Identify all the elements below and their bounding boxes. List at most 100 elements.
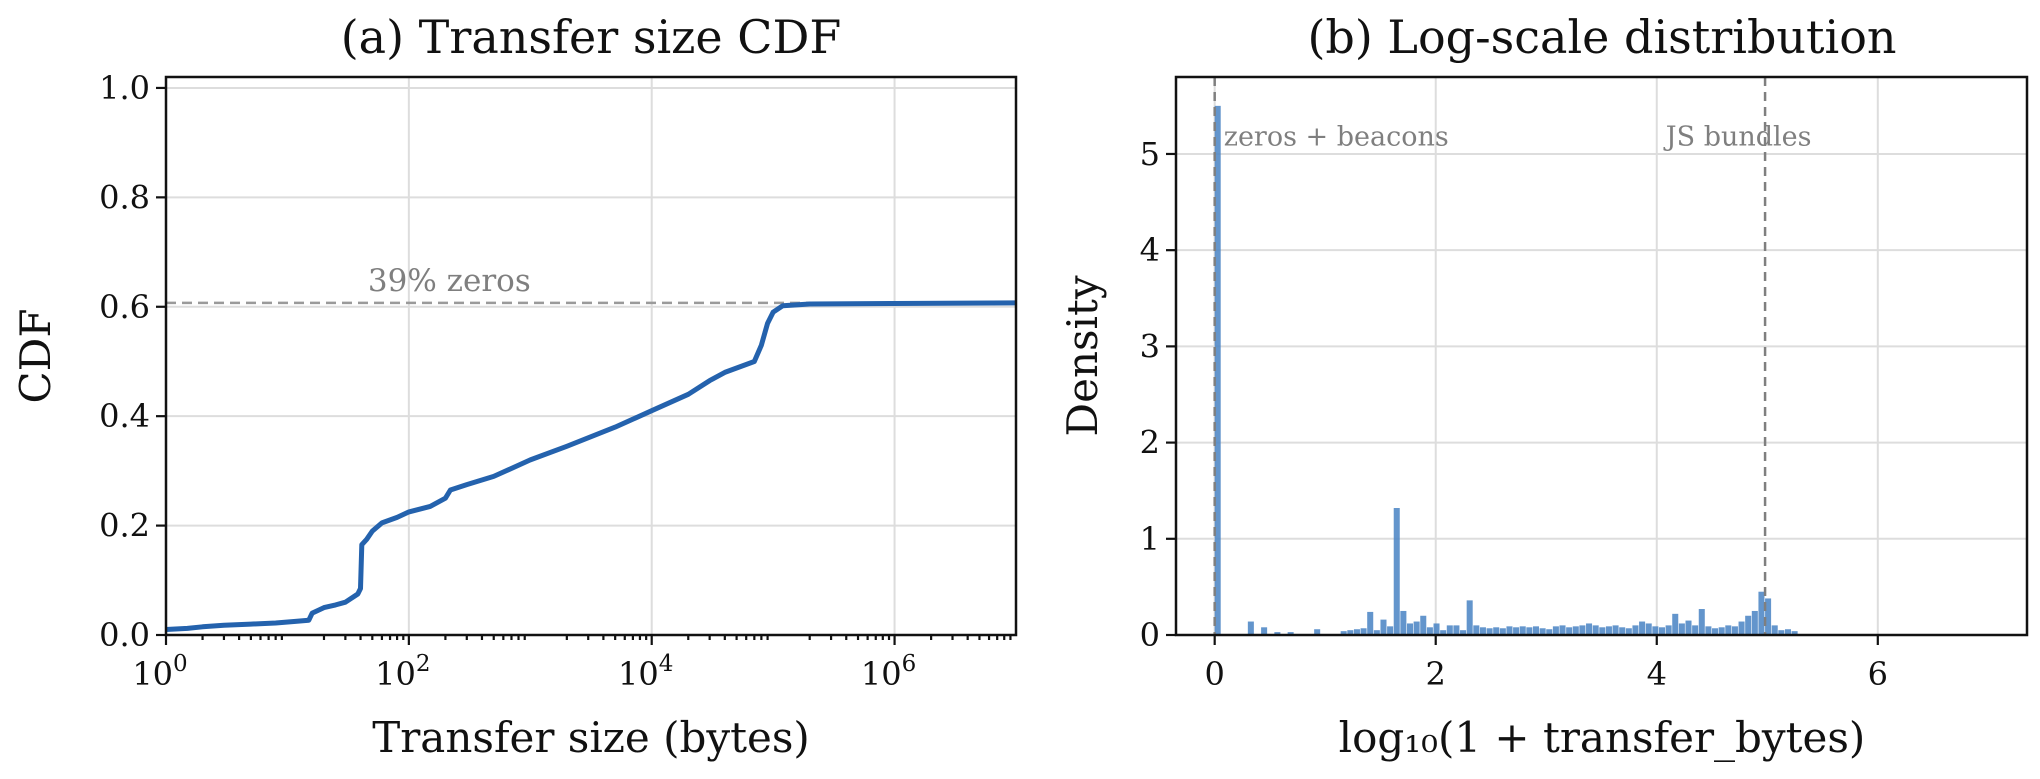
histogram-bar	[1784, 629, 1791, 635]
histogram-y-tick-label: 0	[1140, 616, 1160, 654]
histogram-marks: zeros + beacons JS bundles	[1213, 77, 1812, 636]
histogram-ticks: 0 1 2 3 4 5 0 2 4 6	[1140, 135, 1888, 693]
histogram-bar	[1658, 627, 1666, 635]
cdf-y-tick-label: 0.6	[99, 288, 150, 326]
histogram-bar	[1440, 630, 1447, 635]
histogram-bar	[1712, 628, 1719, 635]
histogram-bar	[1274, 632, 1281, 635]
cdf-marks: 39% zeros	[165, 263, 1017, 632]
cdf-x-tick-label: 106	[861, 651, 916, 693]
histogram-bar	[1526, 627, 1533, 635]
histogram-bar	[1718, 627, 1725, 635]
histogram-plot-frame	[1174, 75, 2029, 637]
histogram-bar	[1426, 627, 1433, 635]
histogram-bar	[1493, 627, 1500, 635]
histogram-bar	[1572, 626, 1579, 635]
histogram-bar	[1771, 625, 1778, 635]
histogram-bar	[1579, 625, 1586, 635]
histogram-y-tick-label: 4	[1140, 231, 1160, 269]
zeros-annotation: 39% zeros	[368, 263, 531, 299]
js-bundles-annotation: JS bundles	[1663, 122, 1812, 153]
cdf-y-tick-label: 0.8	[99, 178, 150, 216]
histogram-x-tick-label: 4	[1647, 655, 1667, 693]
histogram-bar	[1261, 627, 1268, 635]
cdf-ticks: 0.0 0.2 0.4 0.6 0.8 1.0 100 102 104 106	[99, 69, 1012, 693]
histogram-y-axis-label: Density	[1058, 275, 1107, 436]
histogram-bar	[1546, 629, 1553, 635]
histogram-bar	[1314, 629, 1321, 635]
histogram-bar	[1499, 628, 1506, 635]
cdf-panel: (a) Transfer size CDF 39% zeros 0.00.20.…	[11, 10, 1018, 762]
histogram-bar	[1698, 609, 1705, 635]
histogram-title: (b) Log-scale distribution	[1307, 10, 1896, 64]
histogram-bar	[1652, 626, 1659, 635]
histogram-bar	[1619, 627, 1626, 635]
histogram-bar	[1446, 625, 1453, 635]
histogram-bar	[1473, 625, 1480, 635]
histogram-bar	[1340, 631, 1347, 635]
histogram-bar	[1725, 625, 1732, 635]
histogram-bar	[1247, 621, 1254, 635]
histogram-x-tick-label: 6	[1868, 655, 1888, 693]
histogram-bar	[1420, 615, 1427, 635]
histogram-bar	[1433, 623, 1440, 635]
histogram-bar	[1592, 625, 1599, 635]
histogram-bar	[1387, 626, 1394, 635]
histogram-bar	[1287, 632, 1294, 635]
histogram-y-tick-label: 2	[1140, 424, 1160, 462]
histogram-bar	[1393, 508, 1400, 635]
histogram-bar	[1360, 628, 1367, 635]
cdf-y-tick-label: 1.0	[99, 69, 150, 107]
histogram-bar	[1672, 613, 1679, 635]
histogram-bar	[1367, 611, 1374, 635]
histogram-bar	[1745, 615, 1752, 635]
histogram-bar	[1453, 625, 1460, 635]
histogram-bar	[1632, 625, 1639, 635]
histogram-bar	[1532, 626, 1540, 635]
histogram-bar	[1506, 626, 1513, 635]
histogram-bar	[1539, 628, 1546, 635]
histogram-bar	[1791, 631, 1798, 635]
histogram-x-axis-label: log₁₀(1 + transfer_bytes)	[1339, 713, 1866, 762]
histogram-gridlines	[1176, 77, 2027, 635]
histogram-bar	[1778, 630, 1785, 635]
cdf-y-axis-label: CDF	[11, 309, 60, 404]
histogram-bar	[1353, 629, 1360, 635]
histogram-bar	[1479, 627, 1486, 635]
histogram-bar	[1765, 598, 1772, 635]
histogram-bar	[1466, 600, 1473, 635]
histogram-bar	[1373, 630, 1380, 635]
histogram-bar	[1486, 628, 1493, 635]
histogram-bar	[1758, 591, 1765, 635]
cdf-y-tick-label: 0.0	[99, 616, 150, 654]
histogram-bar	[1645, 623, 1652, 635]
histogram-bar	[1552, 626, 1559, 635]
histogram-bar	[1586, 623, 1593, 635]
histogram-bar	[1639, 621, 1646, 635]
histogram-bar	[1678, 623, 1685, 635]
histogram-bar	[1460, 630, 1467, 635]
cdf-y-tick-label: 0.2	[99, 507, 150, 545]
histogram-bar	[1731, 626, 1738, 635]
cdf-plot-frame	[164, 75, 1018, 637]
histogram-bar	[1406, 623, 1414, 635]
histogram-bar	[1625, 628, 1632, 635]
histogram-bar	[1413, 621, 1420, 635]
histogram-panel: (b) Log-scale distribution zeros + beaco…	[1058, 10, 2029, 762]
cdf-x-tick-label: 100	[132, 651, 187, 693]
cdf-y-tick-label: 0.4	[99, 397, 150, 435]
histogram-bar	[1513, 627, 1520, 635]
histogram-bar	[1751, 610, 1758, 635]
histogram-y-tick-label: 1	[1140, 520, 1160, 558]
histogram-bar	[1612, 625, 1619, 635]
cdf-x-tick-label: 104	[618, 651, 673, 693]
cdf-x-tick-label: 102	[375, 651, 430, 693]
histogram-bar	[1400, 610, 1407, 635]
histogram-bar	[1665, 625, 1672, 635]
histogram-bar	[1559, 625, 1566, 635]
histogram-bar	[1605, 626, 1612, 635]
histogram-x-tick-label: 2	[1426, 655, 1446, 693]
cdf-x-axis-label: Transfer size (bytes)	[372, 713, 810, 762]
histogram-y-tick-label: 3	[1140, 327, 1160, 365]
